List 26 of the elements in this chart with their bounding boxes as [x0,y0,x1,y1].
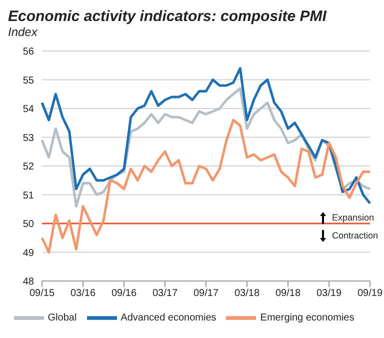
annotation: Expansion [331,212,374,224]
x-tick-label: 09/17 [193,288,219,300]
y-axis-title: Index [8,25,38,39]
x-tick-label: 09/15 [29,288,55,300]
y-tick-label: 51 [22,190,34,202]
chart-title: Economic activity indicators: composite PMI [8,8,328,25]
x-tick-label: 03/17 [152,288,178,300]
x-tick-label: 03/18 [234,288,260,300]
y-tick-label: 53 [22,132,34,144]
legend-label: Global [48,312,77,324]
x-tick-label: 09/16 [111,288,137,300]
legend-label: Advanced economies [120,312,216,324]
y-tick-label: 49 [22,248,34,259]
y-tick-label: 52 [22,162,34,173]
x-tick-label: 09/18 [275,288,301,300]
x-tick-label: 03/16 [70,288,96,300]
x-tick-label: 03/19 [316,288,342,300]
x-tick-label: 09/19 [357,288,383,300]
annotation: Contraction [331,230,378,242]
legend-label: Emerging economies [260,312,354,324]
y-tick-label: 56 [22,46,34,58]
y-tick-label: 54 [22,104,34,116]
y-tick-label: 48 [22,276,34,288]
line-series [40,67,372,205]
y-tick-label: 55 [22,75,34,86]
y-tick-label: 50 [22,219,34,230]
